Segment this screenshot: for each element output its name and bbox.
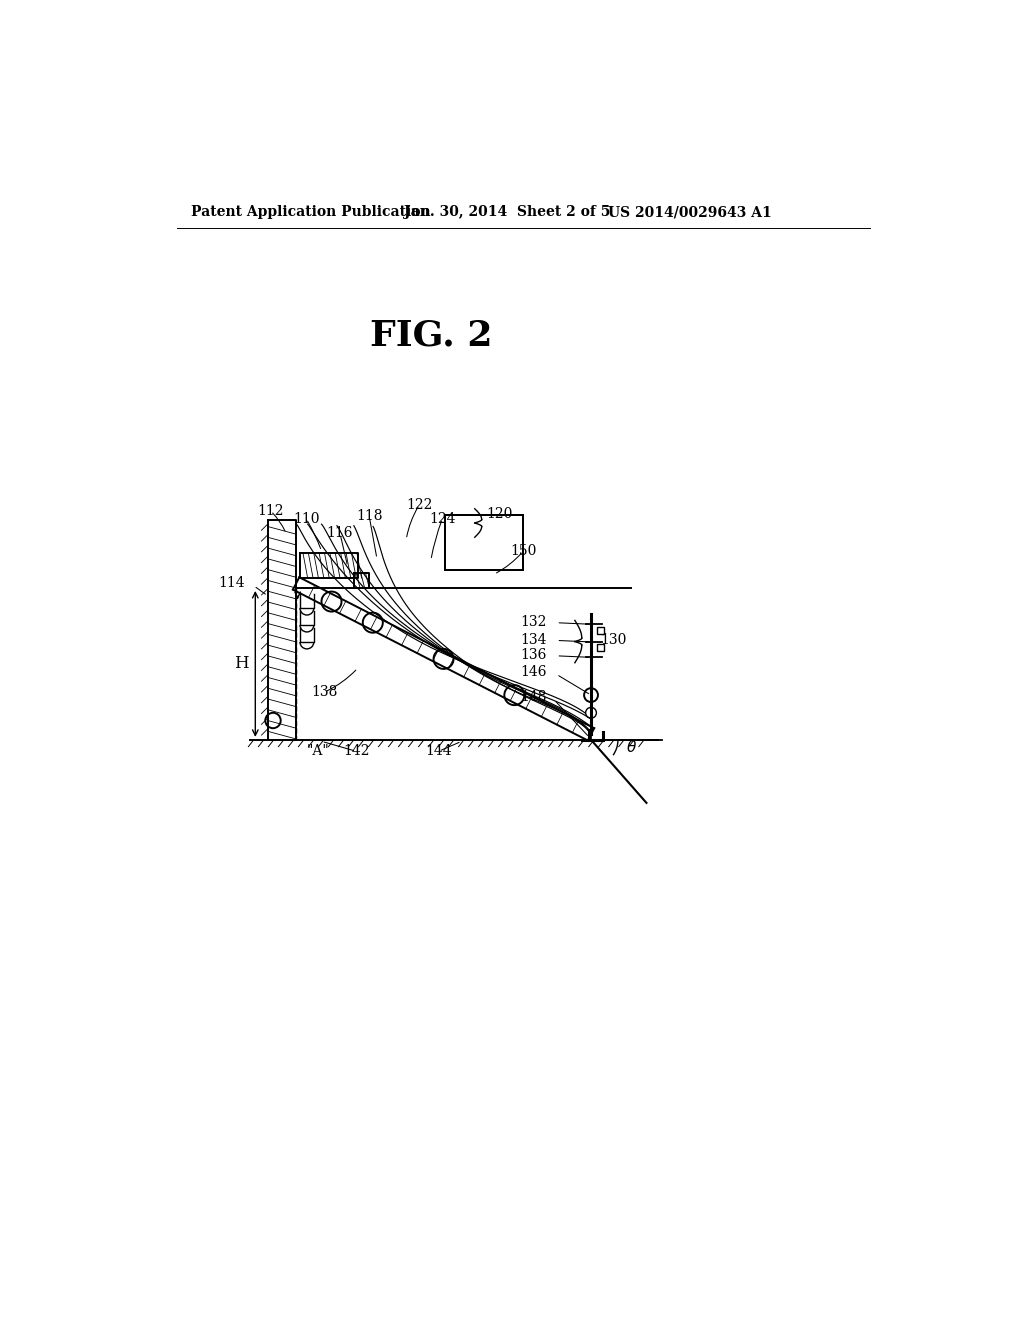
Text: 136: 136: [520, 648, 547, 663]
Text: 122: 122: [407, 498, 432, 512]
Text: "A": "A": [306, 744, 329, 758]
Text: 130: 130: [600, 632, 627, 647]
Text: $\theta$: $\theta$: [626, 739, 637, 755]
Text: 146: 146: [520, 665, 547, 678]
Text: 118: 118: [356, 510, 383, 524]
Text: 142: 142: [343, 744, 370, 758]
Bar: [444, 515, 523, 570]
Text: 116: 116: [327, 527, 353, 540]
Text: 132: 132: [520, 615, 547, 628]
Text: 124: 124: [429, 512, 456, 525]
Text: 148: 148: [520, 690, 547, 705]
Bar: [597, 627, 604, 635]
Text: 138: 138: [311, 685, 338, 700]
Text: 144: 144: [425, 744, 452, 758]
Text: 120: 120: [486, 507, 513, 521]
Text: Jan. 30, 2014  Sheet 2 of 5: Jan. 30, 2014 Sheet 2 of 5: [403, 206, 610, 219]
Text: Patent Application Publication: Patent Application Publication: [190, 206, 430, 219]
Text: 150: 150: [510, 544, 537, 558]
Text: 112: 112: [257, 504, 284, 517]
Text: 134: 134: [520, 632, 547, 647]
Text: US 2014/0029643 A1: US 2014/0029643 A1: [608, 206, 772, 219]
Text: 114: 114: [218, 577, 245, 590]
Text: FIG. 2: FIG. 2: [370, 318, 493, 352]
Text: H: H: [234, 655, 249, 672]
Bar: [597, 644, 604, 651]
Text: 110: 110: [293, 512, 319, 525]
